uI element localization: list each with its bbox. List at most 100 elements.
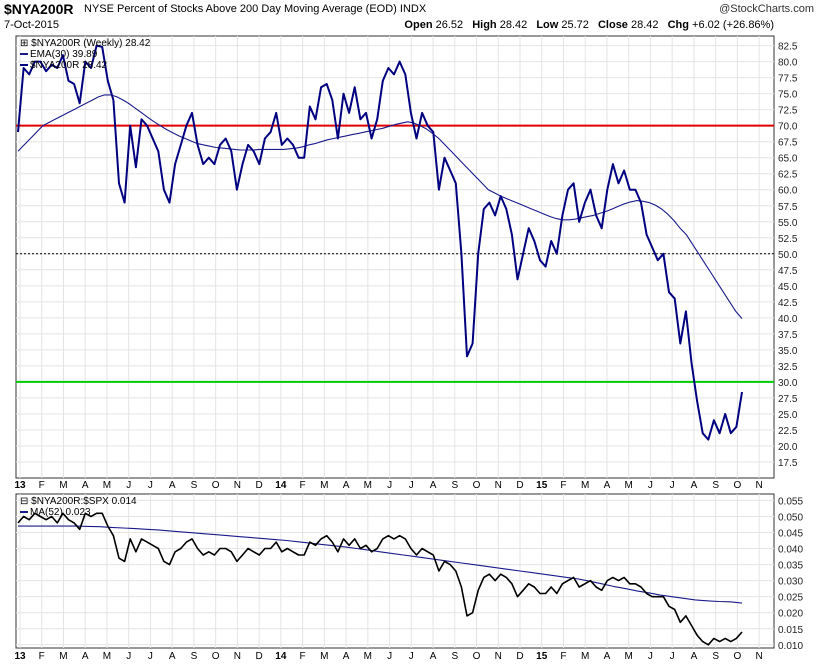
legend-entry: EMA(30) 39.89 — [30, 49, 98, 60]
y-tick-label: 0.015 — [778, 625, 803, 636]
x-tick-label: S — [451, 480, 458, 491]
x-tick-label: M — [59, 651, 67, 662]
y-tick-label: 0.035 — [778, 561, 803, 572]
legend-entry: MA(52) 0.023 — [30, 507, 91, 518]
open-value: 26.52 — [435, 19, 464, 31]
x-tick-label: J — [387, 651, 392, 662]
high-value: 28.42 — [499, 19, 528, 31]
ohlc-stats: Open 26.52 High 28.42 Low 25.72 Close 28… — [398, 19, 774, 31]
x-tick-label: M — [364, 651, 372, 662]
x-tick-label: M — [103, 651, 111, 662]
x-tick-label: N — [495, 651, 502, 662]
x-tick-label: F — [560, 480, 566, 491]
chg-label: Chg — [667, 19, 689, 31]
y-tick-label: 50.0 — [778, 250, 798, 261]
x-tick-label: O — [473, 651, 481, 662]
x-tick-label: F — [39, 480, 45, 491]
x-tick-label: O — [734, 651, 742, 662]
x-tick-label: M — [320, 651, 328, 662]
series-line-nya200r — [17, 44, 743, 441]
y-tick-label: 25.0 — [778, 410, 798, 421]
close-label: Close — [597, 19, 628, 31]
legend-entry: $NYA200R 28.42 — [30, 60, 108, 71]
y-tick-label: 0.020 — [778, 609, 803, 620]
x-tick-label: A — [169, 480, 176, 491]
x-tick-label: F — [300, 651, 306, 662]
series-line-ema30 — [17, 94, 743, 319]
series-line-nya200rspx — [17, 512, 743, 646]
y-tick-label: 82.5 — [778, 42, 798, 53]
y-tick-label: 0.045 — [778, 529, 803, 540]
y-tick-label: 70.0 — [778, 122, 798, 133]
low-value: 25.72 — [561, 19, 589, 31]
x-tick-label: 15 — [536, 651, 548, 662]
y-tick-label: 0.050 — [778, 512, 803, 523]
close-value: 28.42 — [631, 19, 659, 31]
y-tick-label: 72.5 — [778, 106, 798, 117]
x-tick-label: M — [364, 480, 372, 491]
x-tick-label: S — [712, 480, 719, 491]
x-tick-label: A — [691, 651, 698, 662]
x-tick-label: N — [756, 651, 763, 662]
x-tick-label: J — [670, 480, 675, 491]
x-tick-label: N — [234, 651, 241, 662]
x-tick-label: J — [648, 480, 653, 491]
y-tick-label: 30.0 — [778, 378, 798, 389]
y-tick-label: 40.0 — [778, 314, 798, 325]
x-tick-label: 14 — [275, 651, 287, 662]
y-tick-label: 0.055 — [778, 496, 803, 507]
y-tick-label: 57.5 — [778, 202, 798, 213]
x-tick-label: D — [256, 480, 263, 491]
x-tick-label: D — [256, 651, 263, 662]
y-tick-label: 22.5 — [778, 426, 798, 437]
x-tick-label: A — [604, 480, 611, 491]
x-tick-label: D — [516, 651, 523, 662]
x-tick-label: O — [473, 480, 481, 491]
date-label: 7-Oct-2015 — [4, 19, 60, 31]
x-tick-label: J — [409, 651, 414, 662]
x-tick-label: S — [712, 651, 719, 662]
x-tick-label: S — [191, 480, 198, 491]
x-tick-label: F — [39, 651, 45, 662]
x-tick-label: A — [82, 651, 89, 662]
x-tick-label: M — [581, 480, 589, 491]
x-tick-label: A — [82, 480, 89, 491]
watermark: @StockCharts.com — [719, 3, 814, 15]
y-tick-label: 60.0 — [778, 186, 798, 197]
x-tick-label: J — [148, 480, 153, 491]
symbol-description: NYSE Percent of Stocks Above 200 Day Mov… — [84, 3, 427, 15]
y-tick-label: 17.5 — [778, 458, 798, 469]
high-label: High — [472, 19, 497, 31]
y-tick-label: 35.0 — [778, 346, 798, 357]
panel-frame — [15, 493, 775, 649]
x-tick-label: M — [625, 480, 633, 491]
y-tick-label: 62.5 — [778, 170, 798, 181]
x-tick-label: A — [169, 651, 176, 662]
x-tick-label: S — [191, 651, 198, 662]
x-tick-label: A — [430, 651, 437, 662]
x-tick-label: 13 — [14, 651, 26, 662]
y-tick-label: 67.5 — [778, 138, 798, 149]
x-tick-label: M — [59, 480, 67, 491]
y-tick-label: 20.0 — [778, 442, 798, 453]
x-tick-label: M — [625, 651, 633, 662]
y-tick-label: 75.0 — [778, 90, 798, 101]
x-tick-label: N — [234, 480, 241, 491]
y-tick-label: 42.5 — [778, 298, 798, 309]
x-tick-label: J — [126, 480, 131, 491]
x-tick-label: A — [430, 480, 437, 491]
y-tick-label: 77.5 — [778, 74, 798, 85]
x-tick-label: N — [756, 480, 763, 491]
y-tick-label: 55.0 — [778, 218, 798, 229]
x-tick-label: S — [451, 651, 458, 662]
y-tick-label: 0.040 — [778, 545, 803, 556]
x-tick-label: O — [734, 480, 742, 491]
x-tick-label: M — [581, 651, 589, 662]
chart-header: $NYA200R NYSE Percent of Stocks Above 20… — [0, 0, 820, 34]
y-tick-label: 65.0 — [778, 154, 798, 165]
y-tick-label: 32.5 — [778, 362, 798, 373]
x-tick-label: J — [126, 651, 131, 662]
series-line-ma52 — [18, 525, 743, 604]
x-tick-label: O — [212, 651, 220, 662]
x-tick-label: O — [212, 480, 220, 491]
